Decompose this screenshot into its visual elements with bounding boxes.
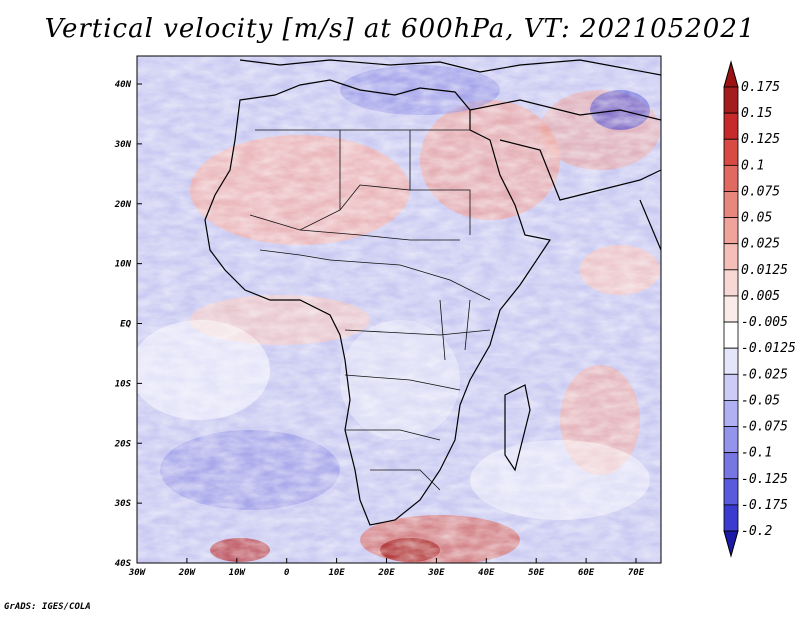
- lat-tick-label: 30N: [114, 140, 132, 150]
- colorbar-label: -0.125: [741, 472, 788, 487]
- colorbar-label: -0.025: [741, 367, 788, 382]
- lon-tick-label: 30W: [128, 568, 147, 578]
- footer-credit: GrADS: IGES/COLA: [4, 602, 91, 612]
- colorbar: 0.175 0.15 0.125 0.1 0.075 0.05 0.025 0.0125 0.0…: [723, 60, 796, 558]
- velocity-field: [137, 56, 661, 563]
- colorbar-box: [723, 504, 739, 532]
- lat-tick-label: 40N: [115, 80, 132, 90]
- colorbar-label: -0.005: [741, 315, 788, 330]
- lon-tick-label: 70E: [628, 568, 645, 578]
- lon-tick-label: 30E: [427, 568, 445, 578]
- colorbar-box: [723, 217, 739, 245]
- coastlines: [204, 59, 661, 526]
- colorbar-label: 0.05: [741, 211, 772, 226]
- lon-tick-label: 20E: [377, 568, 395, 578]
- colorbar-label: 0.075: [741, 184, 780, 199]
- colorbar-box: [723, 373, 739, 401]
- colorbar-label: 0.0125: [741, 263, 788, 278]
- chart-title: Vertical velocity [m/s] at 600hPa, VT: 2…: [44, 14, 756, 44]
- colorbar-box: [723, 400, 739, 427]
- colorbar-label: 0.025: [741, 237, 780, 252]
- lat-tick-label: 40S: [115, 559, 132, 569]
- lat-tick-label: 10S: [115, 379, 132, 389]
- lat-tick-label: 20N: [114, 200, 132, 210]
- colorbar-box: [723, 321, 739, 349]
- colorbar-label: 0.175: [741, 80, 780, 95]
- lat-tick-label: 10N: [115, 260, 132, 270]
- colorbar-label: 0.125: [741, 132, 780, 147]
- lon-tick-label: 60E: [578, 568, 595, 578]
- latitude-axis: 40N 30N 20N 10N EQ 10S 20S 30S 40S: [114, 80, 142, 569]
- colorbar-box: [723, 478, 739, 506]
- colorbar-label: 0.15: [741, 106, 772, 121]
- colorbar-label: 0.1: [741, 158, 764, 173]
- lon-tick-label: 10E: [328, 568, 345, 578]
- lat-tick-label: EQ: [120, 320, 131, 330]
- lon-tick-label: 40E: [478, 568, 495, 578]
- colorbar-box: [723, 164, 739, 192]
- colorbar-label: 0.005: [741, 289, 780, 304]
- colorbar-label: -0.075: [741, 420, 788, 435]
- lon-tick-label: 20W: [178, 568, 197, 578]
- colorbar-box: [723, 191, 739, 218]
- lat-tick-label: 20S: [114, 439, 132, 449]
- colorbar-box: [723, 269, 739, 297]
- colorbar-label: -0.2: [741, 524, 772, 539]
- lat-tick-label: 30S: [114, 499, 132, 509]
- colorbar-box: [723, 426, 739, 454]
- colorbar-box: [723, 347, 739, 375]
- map-frame: [136, 55, 662, 564]
- colorbar-bottom-arrow: [723, 530, 739, 558]
- colorbar-box: [723, 138, 739, 166]
- colorbar-box: [723, 452, 739, 480]
- colorbar-box: [723, 243, 739, 271]
- lon-tick-label: 50E: [528, 568, 545, 578]
- colorbar-label: -0.05: [741, 393, 780, 408]
- longitude-axis: 30W 20W 10W 0 10E 20E 30E 40E 50E 60E 70E: [128, 558, 645, 578]
- lon-tick-label: 0: [284, 568, 290, 578]
- colorbar-box: [723, 86, 739, 114]
- colorbar-top-arrow: [723, 60, 739, 88]
- colorbar-label: -0.0125: [741, 341, 796, 356]
- country-borders: [249, 129, 491, 491]
- colorbar-box: [723, 295, 739, 323]
- colorbar-box: [723, 112, 739, 140]
- colorbar-label: -0.1: [741, 446, 772, 461]
- lon-tick-label: 10W: [229, 568, 247, 578]
- colorbar-label: -0.175: [741, 498, 788, 513]
